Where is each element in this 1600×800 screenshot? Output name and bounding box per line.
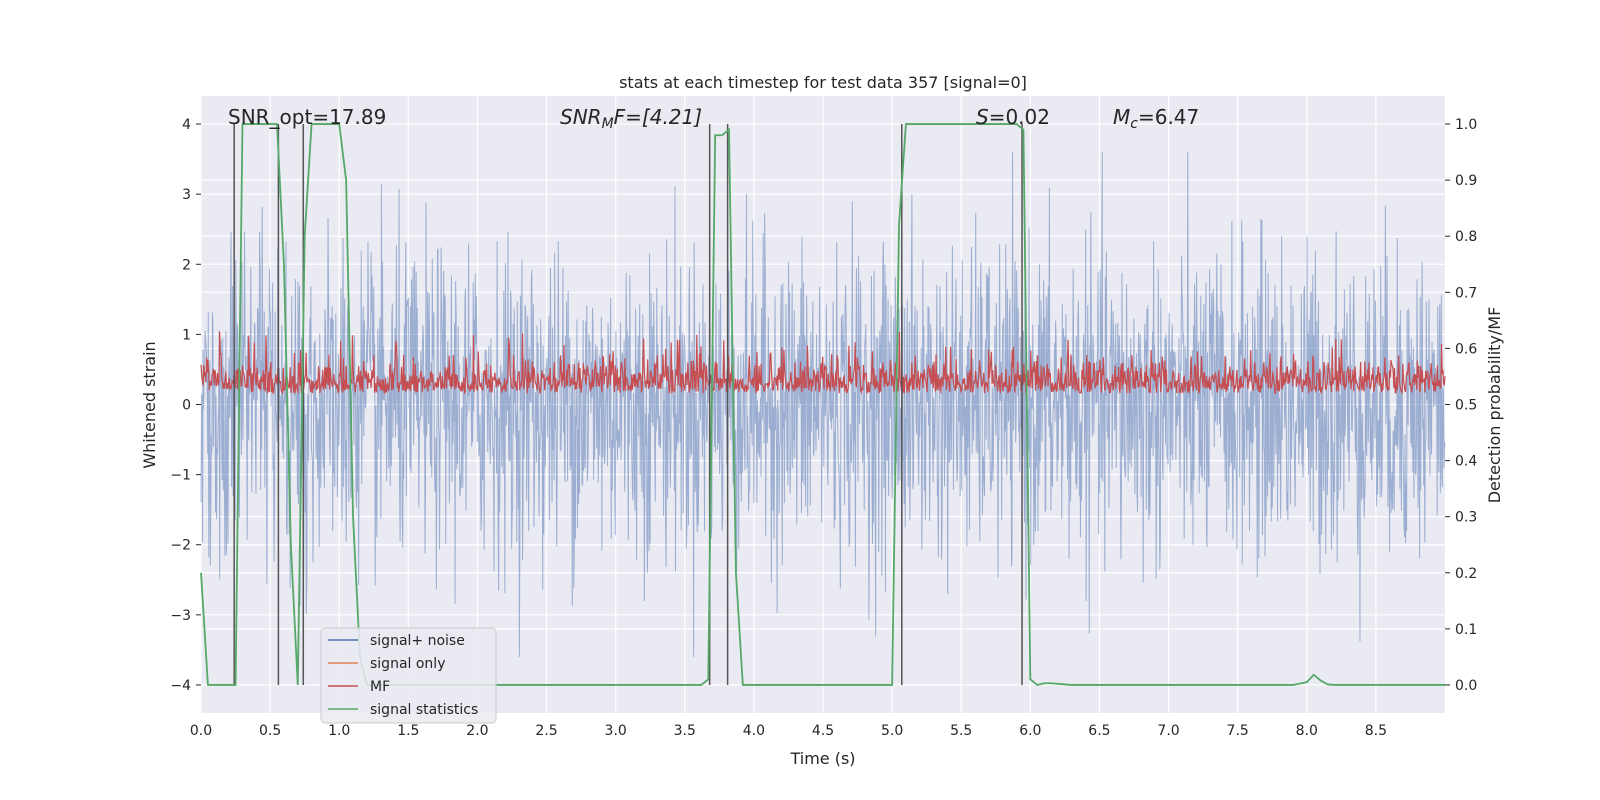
snr-mf-annotation: SNRMF=[4.21] [560,105,702,132]
mc-rest: =6.47 [1138,105,1199,129]
y2-tick-label: 0.4 [1455,454,1477,470]
y2-tick-label: 0.2 [1455,566,1477,582]
y2-tick-label: 0.7 [1455,285,1477,301]
mc-sub: c [1130,116,1138,132]
x-tick-label: 3.5 [674,723,696,739]
x-tick-label: 7.5 [1227,723,1249,739]
mc-name: M [1113,105,1130,129]
y2-tick-label: 0.9 [1455,173,1477,189]
x-tick-label: 0.5 [259,723,281,739]
y-tick-label: 4 [182,117,191,133]
x-tick-label: 1.0 [328,723,350,739]
s-rest: =0.02 [989,105,1050,129]
y2-tick-label: 1.0 [1455,117,1477,133]
x-tick-label: 5.5 [950,723,972,739]
legend-label-signal-only: signal only [370,656,445,672]
chart-title: stats at each timestep for test data 357… [619,73,1027,92]
mc-annotation: Mc=6.47 [1113,105,1199,132]
x-tick-label: 8.0 [1296,723,1318,739]
y-axis-label: Whitened strain [140,341,159,468]
y-tick-label: −4 [170,678,191,694]
y2-tick-label: 0.0 [1455,678,1477,694]
snr-mf-name: SNR [560,105,602,129]
x-tick-label: 6.0 [1019,723,1041,739]
y-tick-label: −3 [170,608,191,624]
s-name: S [976,105,989,129]
y2-tick-label: 0.1 [1455,622,1477,638]
signal-statistics-series [200,123,1445,686]
y2-axis-ticks: 0.0 0.1 0.2 0.3 0.4 0.5 0.6 0.7 0.8 0.9 1.0 [1445,117,1477,694]
y2-tick-label: 0.6 [1455,341,1477,357]
mf-series [200,331,1446,395]
y-tick-label: 1 [182,327,191,343]
snr-mf-sub: M [602,116,614,132]
x-tick-label: 0.0 [190,723,212,739]
x-tick-label: 4.5 [812,723,834,739]
snr-opt-annotation: SNR_opt=17.89 [228,105,386,129]
x-tick-label: 6.5 [1088,723,1110,739]
series-line-signal-statistics [200,123,1445,686]
series-line-mf [200,331,1446,395]
x-axis-ticks: 0.0 0.5 1.0 1.5 2.0 2.5 3.0 3.5 4.0 4.5 5.0 5.5 6.0 6… [190,723,1387,739]
x-tick-label: 2.0 [466,723,488,739]
y-tick-label: −1 [170,468,191,484]
y-tick-label: 3 [182,187,191,203]
y2-tick-label: 0.8 [1455,229,1477,245]
x-axis-label: Time (s) [789,749,855,768]
legend-label-signal-noise: signal+ noise [370,633,465,649]
y-tick-label: −2 [170,538,191,554]
y-tick-label: 2 [182,257,191,273]
x-tick-label: 1.5 [397,723,419,739]
legend: signal+ noise signal only MF signal stat… [320,627,497,724]
y-axis-ticks: −4 −3 −2 −1 0 1 2 3 4 [170,117,201,694]
y2-tick-label: 0.3 [1455,510,1477,526]
y-tick-label: 0 [182,398,191,414]
s-annotation: S=0.02 [976,105,1050,129]
x-tick-label: 5.0 [881,723,903,739]
y2-axis-label: Detection probability/MF [1485,307,1504,504]
legend-label-signal-statistics: signal statistics [370,702,478,718]
x-tick-label: 4.0 [743,723,765,739]
legend-label-mf: MF [370,679,390,695]
legend-box [320,627,497,724]
x-tick-label: 8.5 [1365,723,1387,739]
snr-mf-rest: F=[4.21] [614,105,702,129]
x-tick-label: 2.5 [535,723,557,739]
x-tick-label: 7.0 [1157,723,1179,739]
x-tick-label: 3.0 [605,723,627,739]
y2-tick-label: 0.5 [1455,398,1477,414]
